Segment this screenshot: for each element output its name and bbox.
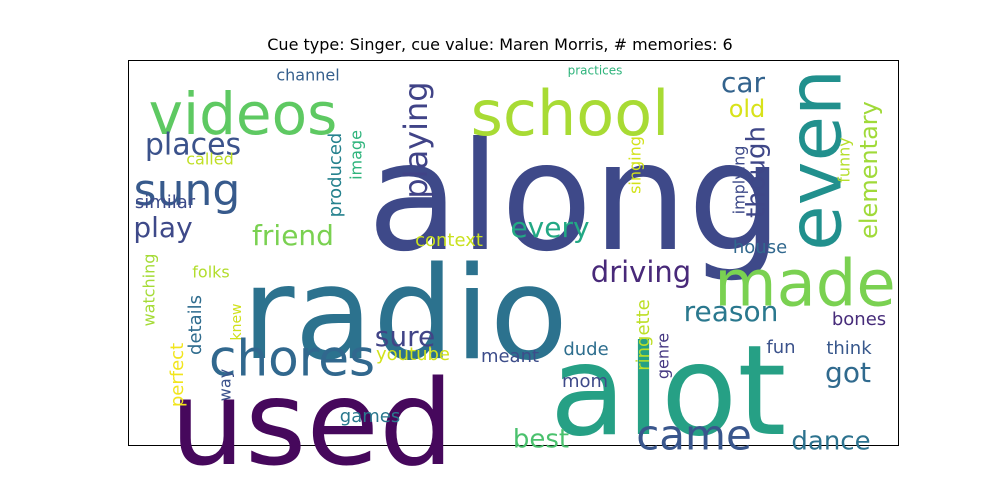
- chart-title: Cue type: Singer, cue value: Maren Morri…: [267, 35, 733, 54]
- word-got: got: [825, 356, 871, 389]
- word-bones: bones: [832, 309, 886, 330]
- word-made: made: [714, 248, 896, 322]
- word-school: school: [471, 77, 670, 150]
- word-driving: driving: [591, 255, 691, 289]
- word-fun: fun: [766, 337, 795, 358]
- word-came: came: [636, 411, 752, 460]
- word-house: house: [733, 237, 787, 258]
- word-play: play: [133, 211, 192, 244]
- word-mom: mom: [562, 371, 608, 392]
- word-though: though: [742, 126, 772, 218]
- word-channel: channel: [276, 66, 339, 85]
- word-produced: produced: [325, 133, 346, 218]
- word-radio: radio: [242, 240, 568, 389]
- word-ringette: ringette: [633, 299, 654, 371]
- word-context: context: [415, 230, 483, 251]
- word-games: games: [340, 406, 400, 427]
- word-implying: implying: [730, 146, 749, 215]
- word-think: think: [826, 338, 872, 359]
- word-youtube: youtube: [376, 344, 450, 365]
- plot-frame: [128, 60, 899, 446]
- word-perfect: perfect: [167, 343, 188, 407]
- word-best: best: [513, 425, 569, 455]
- word-playing: playing: [397, 81, 435, 198]
- word-sung: sung: [134, 165, 241, 216]
- word-genre: genre: [654, 333, 673, 379]
- word-image: image: [347, 130, 366, 180]
- word-funny: funny: [835, 137, 854, 183]
- word-dude: dude: [563, 339, 608, 360]
- word-details: details: [185, 295, 206, 355]
- word-alot: alot: [550, 319, 787, 464]
- word-videos: videos: [149, 80, 338, 148]
- word-sure: sure: [375, 320, 435, 353]
- word-practices: practices: [568, 64, 623, 78]
- word-chores: chores: [209, 330, 375, 388]
- word-along: along: [367, 111, 783, 285]
- word-knew: knew: [229, 303, 245, 340]
- word-used: used: [170, 354, 454, 492]
- word-watching: watching: [140, 254, 159, 327]
- word-every: every: [510, 211, 589, 244]
- word-way: way: [216, 369, 235, 401]
- word-called: called: [186, 150, 234, 169]
- word-friend: friend: [252, 219, 334, 252]
- word-similar: similar: [135, 192, 196, 213]
- word-places: places: [145, 128, 241, 163]
- word-singing: singing: [626, 136, 645, 194]
- word-meant: meant: [481, 346, 539, 367]
- word-reason: reason: [684, 295, 779, 328]
- word-elementary: elementary: [855, 101, 883, 239]
- word-even: even: [773, 69, 859, 251]
- word-folks: folks: [192, 263, 229, 282]
- word-old: old: [729, 95, 766, 123]
- word-dance: dance: [791, 427, 870, 457]
- word-car: car: [721, 66, 766, 99]
